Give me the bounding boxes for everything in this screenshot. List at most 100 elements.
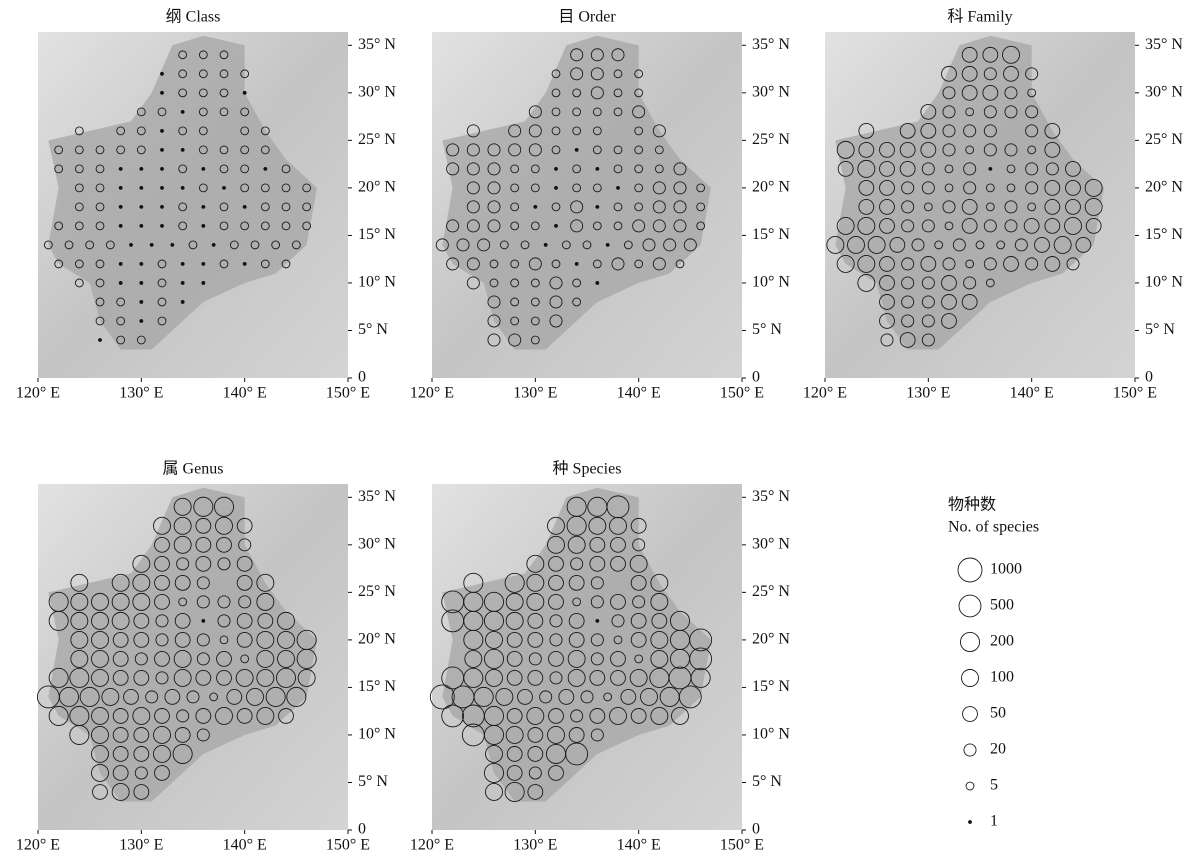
station-point: [160, 129, 164, 133]
legend-symbol: [968, 820, 972, 824]
station-point: [160, 91, 164, 95]
legend-label: 50: [990, 705, 1006, 722]
station-point: [181, 281, 185, 285]
y-tick-label: 25° N: [752, 583, 790, 600]
station-point: [160, 72, 164, 76]
station-point: [139, 262, 143, 266]
y-tick-label: 15° N: [1145, 226, 1183, 243]
map-panel: 种 Species05° N10° N15° N20° N25° N30° N3…: [410, 460, 790, 854]
panel-title: 种 Species: [553, 460, 622, 478]
station-point: [595, 167, 599, 171]
station-point: [160, 205, 164, 209]
y-tick-label: 15° N: [752, 226, 790, 243]
station-point: [212, 243, 216, 247]
x-tick-label: 130° E: [119, 385, 163, 402]
y-tick-label: 5° N: [358, 773, 388, 790]
legend-label: 1: [990, 813, 998, 830]
y-tick-label: 35° N: [752, 488, 790, 505]
station-point: [243, 91, 247, 95]
y-tick-label: 0: [358, 369, 366, 386]
legend: 物种数 No. of species 1000500200100502051: [948, 496, 1039, 830]
y-tick-label: 30° N: [752, 84, 790, 101]
legend-symbol: [960, 632, 979, 651]
y-tick-label: 10° N: [358, 274, 396, 291]
y-tick-label: 20° N: [1145, 179, 1183, 196]
y-tick-label: 30° N: [358, 84, 396, 101]
y-tick-label: 10° N: [752, 726, 790, 743]
x-tick-label: 120° E: [803, 385, 847, 402]
y-tick-label: 10° N: [1145, 274, 1183, 291]
panel-title: 科 Family: [947, 8, 1012, 26]
station-point: [201, 224, 205, 228]
legend-label: 200: [990, 633, 1014, 650]
station-point: [181, 186, 185, 190]
station-point: [554, 186, 558, 190]
x-tick-label: 120° E: [16, 837, 60, 854]
y-tick-label: 20° N: [752, 631, 790, 648]
y-tick-label: 15° N: [358, 226, 396, 243]
legend-label: 5: [990, 777, 998, 794]
x-tick-label: 130° E: [119, 837, 163, 854]
x-tick-label: 130° E: [513, 837, 557, 854]
station-point: [988, 167, 992, 171]
station-point: [139, 224, 143, 228]
x-tick-label: 130° E: [513, 385, 557, 402]
page: 物种数 No. of species 1000500200100502051 纲…: [0, 0, 1199, 862]
legend-subtitle: No. of species: [948, 519, 1039, 536]
y-tick-label: 15° N: [358, 678, 396, 695]
y-tick-label: 25° N: [358, 131, 396, 148]
station-point: [119, 186, 123, 190]
y-tick-label: 5° N: [358, 321, 388, 338]
x-tick-label: 120° E: [410, 385, 454, 402]
y-tick-label: 0: [752, 369, 760, 386]
y-tick-label: 25° N: [752, 131, 790, 148]
y-tick-label: 35° N: [358, 488, 396, 505]
station-point: [595, 281, 599, 285]
station-point: [544, 243, 548, 247]
y-tick-label: 30° N: [1145, 84, 1183, 101]
station-point: [606, 243, 610, 247]
legend-symbol: [964, 744, 976, 756]
station-point: [554, 167, 558, 171]
station-point: [181, 262, 185, 266]
y-tick-label: 0: [358, 821, 366, 838]
y-tick-label: 5° N: [752, 773, 782, 790]
station-point: [139, 319, 143, 323]
legend-symbol: [958, 558, 982, 582]
station-point: [119, 281, 123, 285]
y-tick-label: 25° N: [358, 583, 396, 600]
station-point: [139, 167, 143, 171]
y-tick-label: 35° N: [752, 36, 790, 53]
y-tick-label: 35° N: [358, 36, 396, 53]
station-point: [119, 262, 123, 266]
y-tick-label: 20° N: [752, 179, 790, 196]
legend-label: 20: [990, 741, 1006, 758]
station-point: [129, 243, 133, 247]
x-tick-label: 140° E: [223, 837, 267, 854]
x-tick-label: 140° E: [617, 385, 661, 402]
station-point: [575, 148, 579, 152]
station-point: [119, 167, 123, 171]
station-point: [595, 205, 599, 209]
x-tick-label: 130° E: [906, 385, 950, 402]
station-point: [98, 338, 102, 342]
station-point: [160, 186, 164, 190]
station-point: [263, 167, 267, 171]
y-tick-label: 10° N: [358, 726, 396, 743]
legend-symbol: [963, 707, 978, 722]
x-tick-label: 150° E: [326, 385, 370, 402]
station-point: [181, 148, 185, 152]
y-tick-label: 0: [1145, 369, 1153, 386]
station-point: [139, 300, 143, 304]
station-point: [201, 281, 205, 285]
y-tick-label: 5° N: [1145, 321, 1175, 338]
station-point: [139, 186, 143, 190]
figure: 物种数 No. of species 1000500200100502051 纲…: [0, 0, 1199, 862]
station-point: [139, 205, 143, 209]
station-point: [160, 224, 164, 228]
x-tick-label: 150° E: [720, 837, 764, 854]
station-point: [201, 619, 205, 623]
map-panel: 目 Order05° N10° N15° N20° N25° N30° N35°…: [410, 9, 790, 402]
station-point: [139, 281, 143, 285]
station-point: [595, 619, 599, 623]
